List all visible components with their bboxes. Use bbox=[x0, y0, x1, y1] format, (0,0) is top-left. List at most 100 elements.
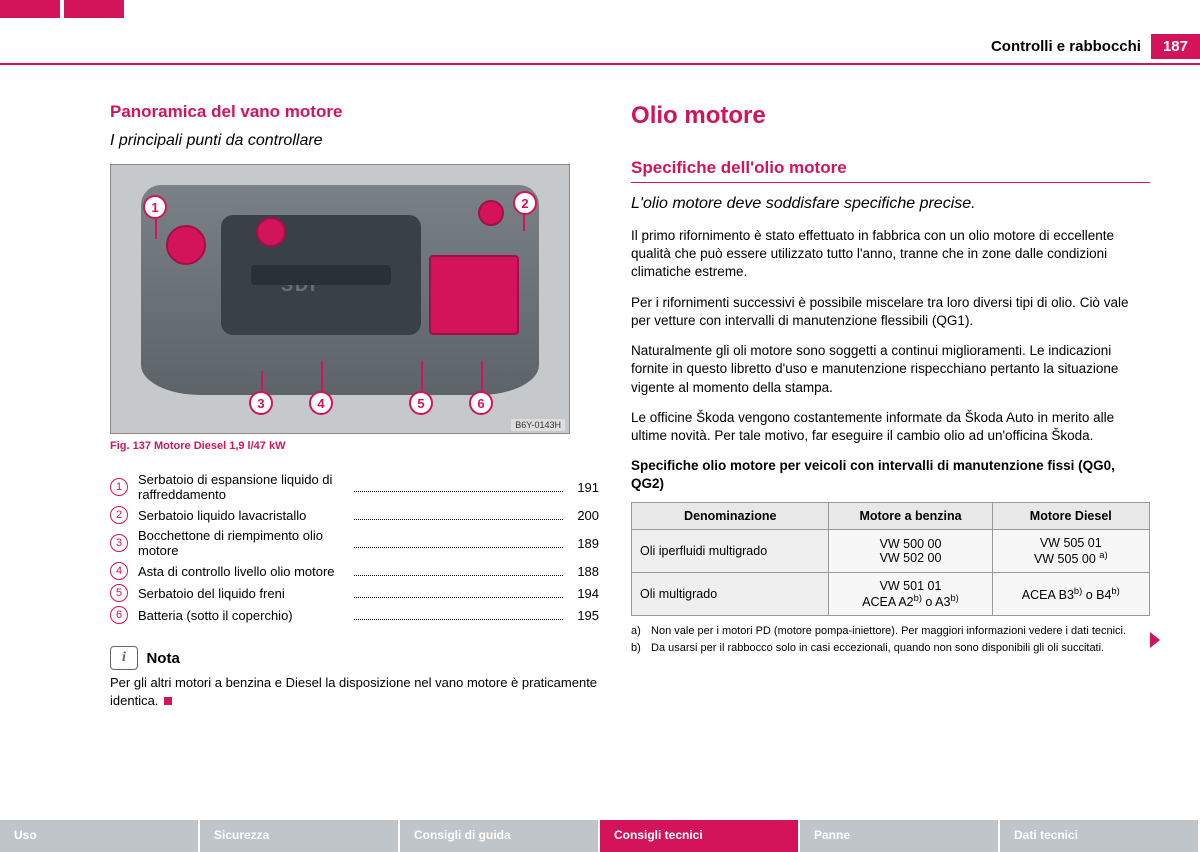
ref-label: Serbatoio liquido lavacristallo bbox=[138, 508, 348, 523]
continue-arrow-icon bbox=[1150, 632, 1160, 648]
leader-dots bbox=[354, 538, 564, 548]
note-title: Nota bbox=[146, 650, 179, 667]
table-row: Oli iperfluidi multigrado VW 500 00VW 50… bbox=[632, 529, 1150, 572]
leader-dots bbox=[354, 510, 564, 520]
leader-dots bbox=[354, 566, 564, 576]
ref-page: 189 bbox=[569, 536, 599, 551]
engine-sdi-label: SDI bbox=[281, 275, 317, 296]
bottom-nav: Uso Sicurezza Consigli di guida Consigli… bbox=[0, 820, 1200, 852]
nav-consigli-guida[interactable]: Consigli di guida bbox=[400, 820, 600, 852]
callout-3: 3 bbox=[249, 391, 273, 415]
tab-marker bbox=[64, 0, 124, 18]
ref-page: 188 bbox=[569, 564, 599, 579]
ref-row: 5 Serbatoio del liquido freni 194 bbox=[110, 584, 599, 602]
leader-dots bbox=[354, 588, 564, 598]
manual-page: Controlli e rabbocchi 187 Panoramica del… bbox=[0, 0, 1200, 852]
footnote-mark: a) bbox=[631, 624, 651, 639]
right-column: Olio motore Specifiche dell'olio motore … bbox=[631, 102, 1150, 710]
callout-line bbox=[321, 361, 323, 391]
nav-uso[interactable]: Uso bbox=[0, 820, 200, 852]
heading-panoramica: Panoramica del vano motore bbox=[110, 102, 599, 122]
nav-panne[interactable]: Panne bbox=[800, 820, 1000, 852]
coolant-cap-shape bbox=[166, 225, 206, 265]
ref-row: 2 Serbatoio liquido lavacristallo 200 bbox=[110, 506, 599, 524]
ref-label: Asta di controllo livello olio motore bbox=[138, 564, 348, 579]
callout-1: 1 bbox=[143, 195, 167, 219]
footnote-mark: b) bbox=[631, 641, 651, 656]
content-columns: Panoramica del vano motore I principali … bbox=[110, 102, 1150, 710]
th-denominazione: Denominazione bbox=[632, 502, 829, 529]
callout-4: 4 bbox=[309, 391, 333, 415]
page-header: Controlli e rabbocchi 187 bbox=[0, 34, 1200, 65]
oil-cap-shape bbox=[256, 217, 286, 247]
figure-caption: Fig. 137 Motore Diesel 1,9 l/47 kW bbox=[110, 440, 599, 452]
end-marker-icon bbox=[164, 697, 172, 705]
footnote: b) Da usarsi per il rabbocco solo in cas… bbox=[631, 641, 1150, 656]
note-block: i Nota Per gli altri motori a benzina e … bbox=[110, 646, 599, 710]
ref-num: 3 bbox=[110, 534, 128, 552]
callout-line bbox=[421, 361, 423, 391]
ref-num: 6 bbox=[110, 606, 128, 624]
oil-spec-table: Denominazione Motore a benzina Motore Di… bbox=[631, 502, 1150, 616]
ref-row: 4 Asta di controllo livello olio motore … bbox=[110, 562, 599, 580]
callout-line bbox=[481, 361, 483, 391]
ref-row: 3 Bocchettone di riempimento olio motore… bbox=[110, 528, 599, 558]
callout-line bbox=[155, 219, 157, 239]
ref-page: 195 bbox=[569, 608, 599, 623]
washer-cap-shape bbox=[478, 200, 504, 226]
leader-dots bbox=[354, 610, 564, 620]
page-number: 187 bbox=[1151, 34, 1200, 59]
paragraph: Il primo rifornimento è stato effettuato… bbox=[631, 227, 1150, 282]
callout-line bbox=[523, 215, 525, 231]
callout-line bbox=[261, 371, 263, 391]
heading-olio-motore: Olio motore bbox=[631, 102, 1150, 130]
ref-num: 5 bbox=[110, 584, 128, 602]
th-benzina: Motore a benzina bbox=[829, 502, 992, 529]
footnote-text: Non vale per i motori PD (motore pompa-i… bbox=[651, 624, 1126, 639]
ref-num: 1 bbox=[110, 478, 128, 496]
ref-label: Serbatoio di espansione liquido di raffr… bbox=[138, 472, 348, 502]
ref-page: 191 bbox=[569, 480, 599, 495]
left-column: Panoramica del vano motore I principali … bbox=[110, 102, 599, 710]
ref-row: 6 Batteria (sotto il coperchio) 195 bbox=[110, 606, 599, 624]
ref-label: Serbatoio del liquido freni bbox=[138, 586, 348, 601]
nav-sicurezza[interactable]: Sicurezza bbox=[200, 820, 400, 852]
info-icon: i bbox=[110, 646, 138, 670]
engine-bay-figure: SDI 1 2 3 4 5 6 B6Y-0143H bbox=[110, 164, 570, 434]
table-row: Oli multigrado VW 501 01ACEA A2b) o A3b)… bbox=[632, 572, 1150, 615]
engine-cover-shape: SDI bbox=[221, 215, 421, 335]
subtitle-left: I principali punti da controllare bbox=[110, 132, 599, 150]
ref-page: 200 bbox=[569, 508, 599, 523]
ref-page: 194 bbox=[569, 586, 599, 601]
ref-label: Bocchettone di riempimento olio motore bbox=[138, 528, 348, 558]
battery-box-shape bbox=[429, 255, 519, 335]
footnotes: a) Non vale per i motori PD (motore pomp… bbox=[631, 624, 1150, 656]
footnote: a) Non vale per i motori PD (motore pomp… bbox=[631, 624, 1150, 639]
figure-code: B6Y-0143H bbox=[511, 419, 565, 431]
ref-row: 1 Serbatoio di espansione liquido di raf… bbox=[110, 472, 599, 502]
ref-num: 4 bbox=[110, 562, 128, 580]
paragraph: Naturalmente gli oli motore sono soggett… bbox=[631, 342, 1150, 397]
callout-2: 2 bbox=[513, 191, 537, 215]
th-diesel: Motore Diesel bbox=[992, 502, 1149, 529]
paragraph: Per i rifornimenti successivi è possibil… bbox=[631, 294, 1150, 330]
ref-num: 2 bbox=[110, 506, 128, 524]
note-text: Per gli altri motori a benzina e Diesel … bbox=[110, 674, 599, 710]
callout-6: 6 bbox=[469, 391, 493, 415]
cell-name: Oli multigrado bbox=[632, 572, 829, 615]
section-title: Controlli e rabbocchi bbox=[991, 38, 1141, 55]
nav-dati-tecnici[interactable]: Dati tecnici bbox=[1000, 820, 1200, 852]
nav-consigli-tecnici[interactable]: Consigli tecnici bbox=[600, 820, 800, 852]
note-text-content: Per gli altri motori a benzina e Diesel … bbox=[110, 675, 597, 708]
tab-marker bbox=[0, 0, 60, 18]
cell-diesel: ACEA B3b) o B4b) bbox=[992, 572, 1149, 615]
top-tab-strip bbox=[0, 0, 1200, 18]
footnote-text: Da usarsi per il rabbocco solo in casi e… bbox=[651, 641, 1104, 656]
table-title: Specifiche olio motore per veicoli con i… bbox=[631, 457, 1150, 493]
subtitle-right: L'olio motore deve soddisfare specifiche… bbox=[631, 195, 1150, 213]
callout-5: 5 bbox=[409, 391, 433, 415]
cell-name: Oli iperfluidi multigrado bbox=[632, 529, 829, 572]
heading-specifiche: Specifiche dell'olio motore bbox=[631, 158, 1150, 183]
leader-dots bbox=[354, 482, 564, 492]
paragraph: Le officine Škoda vengono costantemente … bbox=[631, 409, 1150, 445]
